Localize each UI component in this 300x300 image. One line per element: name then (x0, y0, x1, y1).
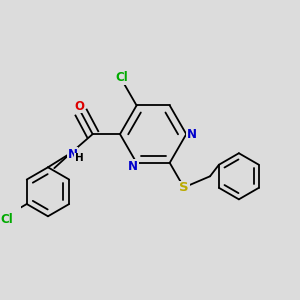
Text: O: O (75, 100, 85, 113)
Text: H: H (75, 153, 83, 163)
Text: Cl: Cl (116, 71, 128, 84)
Text: S: S (179, 181, 189, 194)
Text: N: N (68, 148, 77, 161)
Text: N: N (187, 128, 196, 141)
Text: N: N (128, 160, 138, 173)
Text: Cl: Cl (1, 213, 13, 226)
